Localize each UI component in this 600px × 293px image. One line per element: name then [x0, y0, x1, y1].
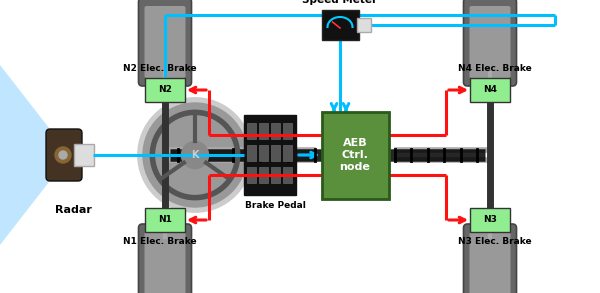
- FancyBboxPatch shape: [283, 123, 292, 139]
- FancyBboxPatch shape: [247, 123, 256, 139]
- FancyBboxPatch shape: [247, 145, 256, 161]
- FancyBboxPatch shape: [46, 129, 82, 181]
- Text: N1: N1: [158, 215, 172, 224]
- FancyBboxPatch shape: [139, 0, 191, 86]
- FancyBboxPatch shape: [271, 123, 280, 139]
- FancyBboxPatch shape: [470, 78, 510, 102]
- FancyBboxPatch shape: [271, 145, 280, 161]
- Circle shape: [59, 151, 67, 159]
- Polygon shape: [0, 65, 70, 245]
- FancyBboxPatch shape: [74, 144, 94, 166]
- FancyBboxPatch shape: [259, 123, 268, 139]
- FancyBboxPatch shape: [464, 224, 517, 293]
- FancyBboxPatch shape: [247, 167, 256, 183]
- Text: Brake Pedal: Brake Pedal: [245, 201, 305, 210]
- FancyBboxPatch shape: [145, 6, 185, 78]
- Text: N2: N2: [158, 86, 172, 95]
- FancyBboxPatch shape: [470, 232, 511, 293]
- Text: N4: N4: [483, 86, 497, 95]
- FancyBboxPatch shape: [145, 208, 185, 232]
- FancyBboxPatch shape: [322, 10, 359, 40]
- FancyBboxPatch shape: [470, 6, 511, 78]
- Circle shape: [55, 147, 71, 163]
- Text: N3: N3: [483, 215, 497, 224]
- FancyBboxPatch shape: [244, 115, 296, 195]
- Text: N4 Elec. Brake: N4 Elec. Brake: [458, 64, 532, 73]
- FancyBboxPatch shape: [464, 0, 517, 86]
- Text: Speed Meter: Speed Meter: [302, 0, 377, 5]
- Circle shape: [143, 103, 247, 207]
- Circle shape: [138, 98, 252, 212]
- Text: Radar: Radar: [55, 205, 91, 215]
- Text: K: K: [191, 150, 199, 160]
- FancyBboxPatch shape: [139, 224, 191, 293]
- Text: N1 Elec. Brake: N1 Elec. Brake: [123, 237, 197, 246]
- FancyBboxPatch shape: [322, 112, 389, 198]
- Circle shape: [181, 142, 209, 168]
- FancyBboxPatch shape: [283, 167, 292, 183]
- FancyBboxPatch shape: [145, 232, 185, 293]
- FancyBboxPatch shape: [356, 18, 371, 32]
- FancyBboxPatch shape: [259, 145, 268, 161]
- Text: N2 Elec. Brake: N2 Elec. Brake: [123, 64, 197, 73]
- FancyBboxPatch shape: [283, 145, 292, 161]
- Text: AEB
Ctrl.
node: AEB Ctrl. node: [340, 138, 370, 172]
- FancyBboxPatch shape: [259, 167, 268, 183]
- FancyBboxPatch shape: [271, 167, 280, 183]
- FancyBboxPatch shape: [145, 78, 185, 102]
- Text: N3 Elec. Brake: N3 Elec. Brake: [458, 237, 532, 246]
- FancyBboxPatch shape: [470, 208, 510, 232]
